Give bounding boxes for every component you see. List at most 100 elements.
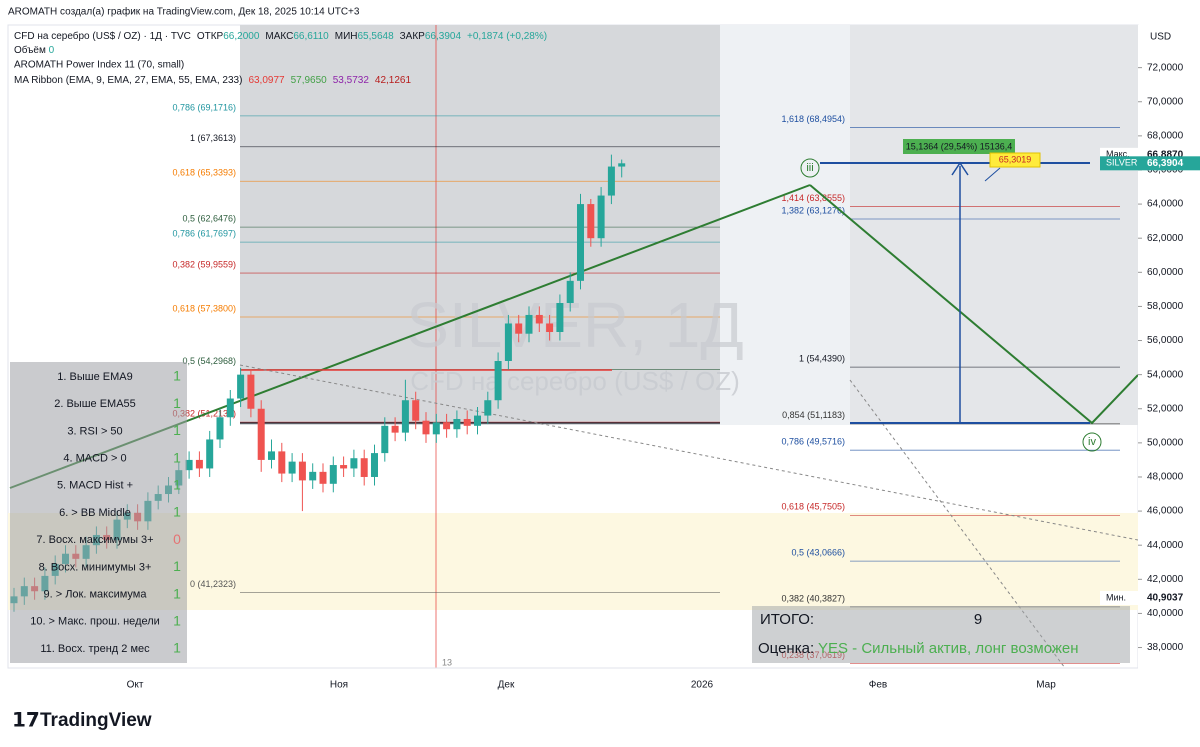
x-tick-label: Мар	[1036, 680, 1056, 691]
change: +0,1874 (+0,28%)	[467, 31, 547, 42]
ohlc-name: ОТКР	[197, 31, 224, 42]
fib-label: 1,382 (63,1276)	[781, 205, 845, 215]
check-label: 1. Выше EMA9	[57, 371, 132, 383]
candle-body	[195, 459, 203, 469]
x-tick-label: Окт	[127, 680, 144, 691]
x-tick-label: 2026	[691, 680, 714, 691]
price-tag	[1100, 591, 1200, 606]
y-tick-label: 62,0000	[1147, 233, 1184, 244]
price-tag-name: Макс.	[1106, 149, 1130, 159]
y-tick-label: 54,0000	[1147, 369, 1184, 380]
candle-body	[607, 166, 615, 196]
check-label: 10. > Макс. прош. недели	[30, 616, 160, 628]
ribbon-value: 57,9650	[291, 75, 328, 86]
indicator-name: AROMATH Power Index 11 (70, small)	[14, 60, 184, 71]
y-tick-label: 56,0000	[1147, 335, 1184, 346]
y-tick-label: 50,0000	[1147, 438, 1184, 449]
candle-body	[546, 323, 554, 333]
volume-line: Объём 0	[14, 44, 55, 56]
fib-label: 0,618 (57,3800)	[172, 303, 236, 313]
ribbon-value: 53,5732	[333, 75, 370, 86]
candle-body	[329, 465, 337, 484]
candle-body	[340, 465, 348, 469]
y-tick-label: 38,0000	[1147, 642, 1184, 653]
fib-label: 1 (54,4390)	[799, 354, 845, 364]
ohlc-value: 66,3904	[425, 31, 462, 42]
ribbon-value: 42,1261	[375, 75, 412, 86]
logo-mark: 𝟭𝟳	[12, 709, 40, 731]
target-box	[989, 152, 1041, 168]
y-tick-label: 70,0000	[1147, 96, 1184, 107]
zone-light	[720, 25, 850, 425]
check-value: 1	[173, 504, 181, 520]
y-tick-label: 52,0000	[1147, 403, 1184, 414]
ohlc-name: ЗАКР	[400, 31, 426, 42]
check-label: 2. Выше EMA55	[54, 398, 136, 410]
wave-label: iv	[1088, 436, 1096, 448]
check-value: 1	[173, 449, 181, 465]
candle-body	[597, 195, 605, 239]
candle-body	[185, 459, 193, 471]
y-tick-label: 48,0000	[1147, 472, 1184, 483]
y-tick-label: 58,0000	[1147, 301, 1184, 312]
y-tick-label: 68,0000	[1147, 131, 1184, 142]
check-value: 1	[173, 585, 181, 601]
y-tick-label: 60,0000	[1147, 267, 1184, 278]
check-value: 1	[173, 558, 181, 574]
y-tick-label: 46,0000	[1147, 506, 1184, 517]
check-label: 7. Восх. максимумы 3+	[36, 534, 153, 546]
check-value: 1	[173, 422, 181, 438]
rating-value: YES - Сильный актив, лонг возможен	[818, 640, 1079, 657]
ribbon-value: 63,0977	[248, 75, 285, 86]
credit: AROMATH создал(а) график на TradingView.…	[8, 6, 360, 18]
candle-body	[432, 422, 440, 435]
fib-label: 0,5 (62,6476)	[182, 214, 236, 224]
check-label: 9. > Лок. максимума	[44, 589, 148, 601]
y-tick-label: 44,0000	[1147, 540, 1184, 551]
candle-body	[535, 314, 543, 324]
wave-circle	[1082, 432, 1102, 452]
candle-body	[494, 360, 502, 401]
fib-label: 0 (41,2323)	[190, 579, 236, 589]
wave-label: iii	[806, 162, 813, 174]
ohlc-value: 66,2000	[223, 31, 260, 42]
candle-body	[216, 417, 224, 440]
fib-label: 0,382 (40,3827)	[781, 593, 845, 603]
currency-label: USD	[1150, 32, 1171, 43]
check-value: 1	[173, 477, 181, 493]
price-tag-name: Мин.	[1106, 592, 1126, 602]
fib-label: 0,5 (54,2968)	[182, 356, 236, 366]
y-tick-label: 40,0000	[1147, 608, 1184, 619]
candle-body	[566, 280, 574, 304]
candle-body	[278, 451, 286, 474]
candle-body	[206, 439, 214, 469]
y-tick-label: 72,0000	[1147, 62, 1184, 73]
candle-body	[226, 398, 234, 418]
x-tick-label: Фев	[869, 680, 887, 691]
symbol-line: CFD на серебро (US$ / OZ) · 1Д · TVC ОТКР…	[14, 30, 547, 42]
total-label: ИТОГО:	[760, 611, 814, 628]
candle-body	[453, 418, 461, 430]
measure-box	[903, 139, 1015, 154]
candle-body	[237, 374, 245, 399]
symbol: CFD на серебро (US$ / OZ) · 1Д · TVC	[14, 30, 191, 42]
candle-body	[381, 425, 389, 454]
fib-label: 0,786 (69,1716)	[172, 102, 236, 112]
wave-circle	[800, 158, 820, 178]
check-label: 4. MACD > 0	[63, 453, 126, 465]
ohlc-name: МИН	[335, 31, 358, 42]
candle-body	[360, 458, 368, 477]
check-label: 5. MACD Hist +	[57, 480, 133, 492]
check-label: 8. Восх. минимумы 3+	[39, 561, 152, 573]
fib-label: 1,618 (68,4954)	[781, 114, 845, 124]
bar-count: 13	[442, 657, 452, 667]
target-pointer	[984, 167, 1001, 182]
candle-body	[525, 314, 533, 334]
fib-label: 0,618 (65,3393)	[172, 168, 236, 178]
candle-body	[401, 400, 409, 433]
y-tick-label: 64,0000	[1147, 199, 1184, 210]
candle-body	[587, 204, 595, 239]
check-label: 11. Восх. тренд 2 мес	[40, 643, 150, 655]
wave-projection	[809, 184, 1139, 425]
